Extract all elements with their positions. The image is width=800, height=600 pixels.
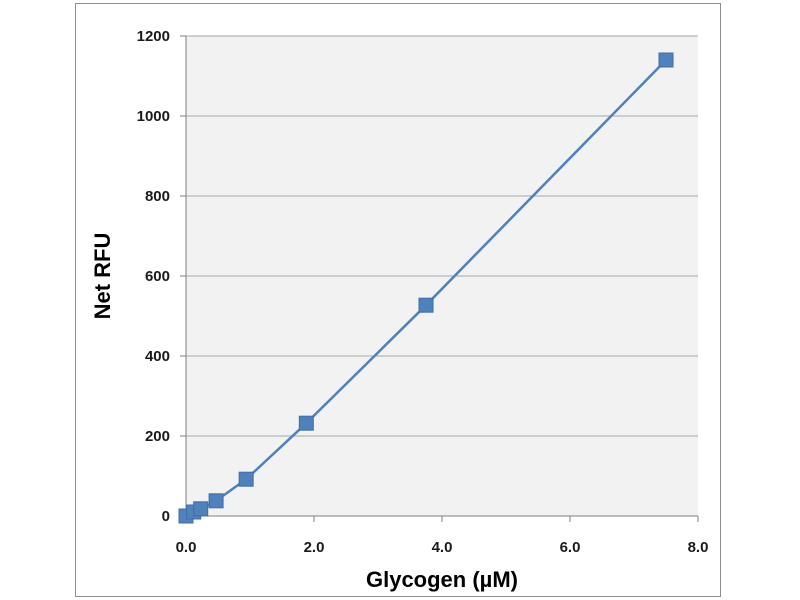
y-tick-label: 600 [145, 268, 170, 285]
x-axis-title: Glycogen (µM) [366, 567, 518, 592]
x-tick-labels: 0.0 2.0 4.0 6.0 8.0 [176, 539, 709, 556]
y-tick-label: 0 [162, 508, 170, 525]
data-point-marker [208, 493, 224, 509]
x-tick-label: 4.0 [432, 539, 453, 556]
data-point-marker [658, 52, 674, 68]
y-tick-labels: 0 200 400 600 800 1000 1200 [137, 28, 170, 525]
y-tick-label: 1000 [137, 108, 170, 125]
y-tick-label: 1200 [137, 28, 170, 45]
y-tick-label: 200 [145, 428, 170, 445]
x-tick-label: 2.0 [304, 539, 325, 556]
data-point-marker [298, 415, 314, 431]
x-tick-label: 6.0 [560, 539, 581, 556]
x-tick-label: 0.0 [176, 539, 197, 556]
data-point-marker [238, 471, 254, 487]
data-point-marker [418, 297, 434, 313]
x-tick-label: 8.0 [688, 539, 709, 556]
series-layer [178, 52, 674, 524]
data-point-marker [193, 501, 209, 517]
gridlines [180, 35, 698, 517]
y-axis-title: Net RFU [90, 233, 115, 320]
y-tick-label: 400 [145, 348, 170, 365]
y-tick-label: 800 [145, 188, 170, 205]
